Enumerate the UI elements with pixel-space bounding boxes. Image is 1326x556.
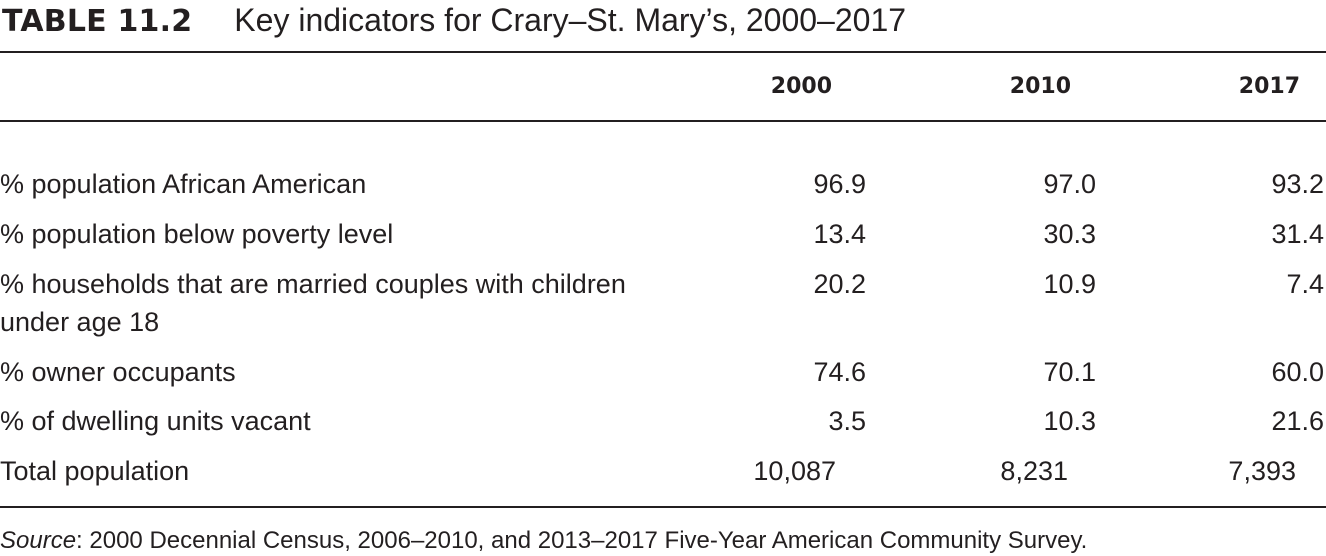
- header-rule: [0, 120, 1326, 122]
- cell-2010: 10.3: [1043, 406, 1096, 436]
- source-note: Source: 2000 Decennial Census, 2006–2010…: [0, 526, 1087, 556]
- cell-2017: 31.4: [1271, 219, 1324, 249]
- cell-2010: 8,231: [1000, 456, 1068, 486]
- cell-2000: 20.2: [813, 269, 866, 299]
- cell-2000: 3.5: [828, 406, 866, 436]
- table-number: TABLE 11.2: [2, 4, 193, 39]
- cell-2017: 93.2: [1271, 169, 1324, 199]
- cell-2000: 74.6: [813, 357, 866, 387]
- cell-2017: 60.0: [1271, 357, 1324, 387]
- column-header-2000: 2000: [770, 74, 832, 99]
- cell-2017: 7.4: [1286, 269, 1324, 299]
- row-label: Total population: [0, 456, 190, 486]
- top-rule: [0, 51, 1326, 53]
- row-label: % owner occupants: [0, 357, 236, 387]
- cell-2017: 7,393: [1228, 456, 1296, 486]
- cell-2010: 10.9: [1043, 269, 1096, 299]
- table-caption: TABLE 11.2 Key indicators for Crary–St. M…: [2, 0, 906, 44]
- cell-2010: 70.1: [1043, 357, 1096, 387]
- row-label: % of dwelling units vacant: [0, 406, 311, 436]
- cell-2000: 96.9: [813, 169, 866, 199]
- column-header-2017: 2017: [1238, 74, 1300, 99]
- row-label: % population African American: [0, 169, 367, 199]
- row-label: % population below poverty level: [0, 219, 394, 249]
- bottom-rule: [0, 506, 1326, 508]
- cell-2010: 97.0: [1043, 169, 1096, 199]
- column-header-2010: 2010: [1009, 74, 1071, 99]
- cell-2000: 10,087: [753, 456, 836, 486]
- source-label: Source: [0, 527, 77, 554]
- cell-2010: 30.3: [1043, 219, 1096, 249]
- table-title: Key indicators for Crary–St. Mary’s, 200…: [234, 2, 907, 38]
- source-text: : 2000 Decennial Census, 2006–2010, and …: [76, 527, 1088, 554]
- cell-2017: 21.6: [1271, 406, 1324, 436]
- row-label: % households that are married couples wi…: [0, 269, 626, 337]
- cell-2000: 13.4: [813, 219, 866, 249]
